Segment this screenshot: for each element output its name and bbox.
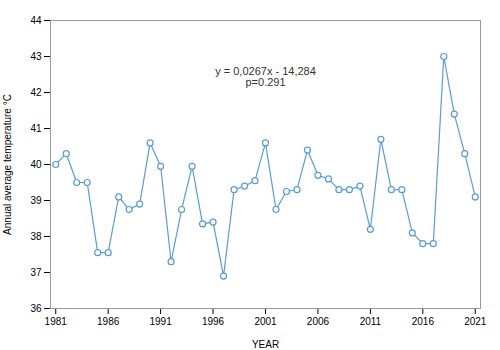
svg-text:y = 0,0267x - 14,284p=0.291: y = 0,0267x - 14,284p=0.291: [215, 65, 316, 88]
svg-text:2006: 2006: [307, 316, 330, 327]
svg-text:40: 40: [30, 159, 42, 170]
svg-text:38: 38: [30, 231, 42, 242]
svg-text:1981: 1981: [45, 316, 68, 327]
svg-text:42: 42: [30, 87, 42, 98]
svg-text:37: 37: [30, 267, 42, 278]
svg-text:1986: 1986: [97, 316, 120, 327]
svg-text:43: 43: [30, 51, 42, 62]
svg-text:1991: 1991: [149, 316, 172, 327]
svg-text:36: 36: [30, 303, 42, 314]
svg-text:39: 39: [30, 195, 42, 206]
svg-text:2011: 2011: [360, 316, 382, 327]
svg-text:YEAR: YEAR: [252, 339, 279, 350]
svg-text:2021: 2021: [464, 316, 487, 327]
svg-text:1996: 1996: [202, 316, 225, 327]
svg-text:44: 44: [30, 15, 42, 26]
svg-text:Annual average temperature °C: Annual average temperature °C: [2, 94, 13, 235]
svg-text:2016: 2016: [412, 316, 435, 327]
svg-text:41: 41: [30, 123, 42, 134]
svg-text:2001: 2001: [254, 316, 277, 327]
